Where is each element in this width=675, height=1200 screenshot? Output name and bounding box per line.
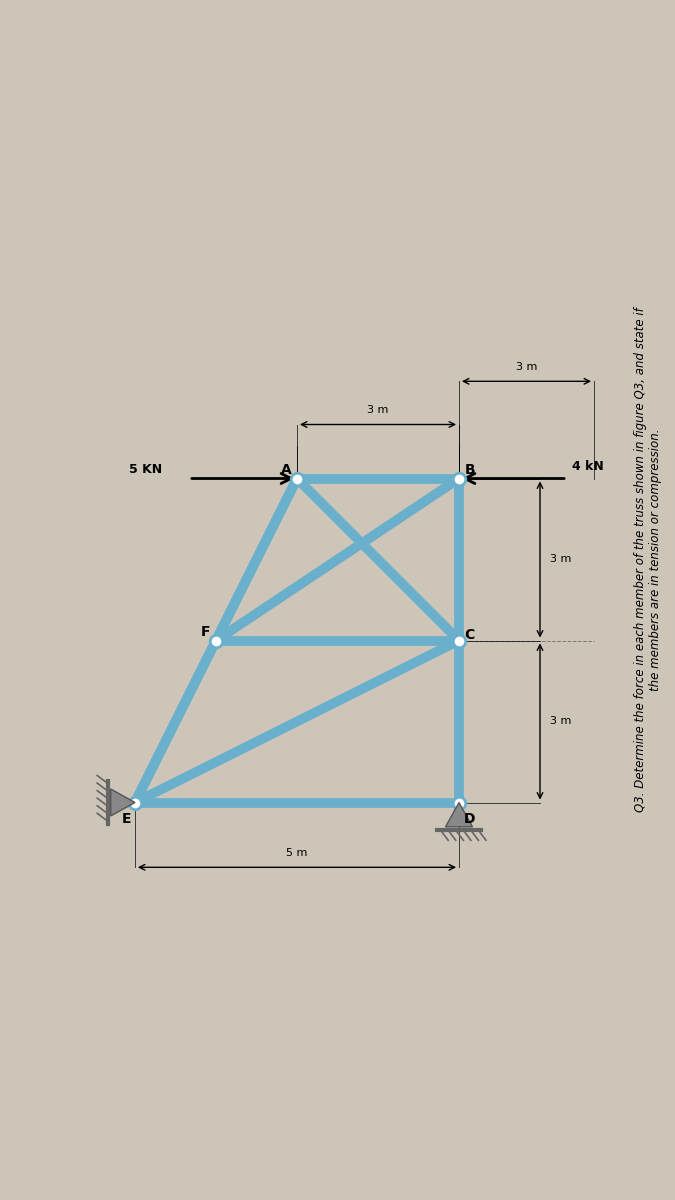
Text: E: E bbox=[122, 811, 132, 826]
Text: 4 kN: 4 kN bbox=[572, 460, 604, 473]
Text: D: D bbox=[464, 811, 476, 826]
Text: 3 m: 3 m bbox=[516, 361, 537, 372]
Text: Q3. Determine the force in each member of the truss shown in figure Q3, and stat: Q3. Determine the force in each member o… bbox=[634, 307, 662, 812]
Text: 3 m: 3 m bbox=[549, 716, 571, 726]
Text: 5 KN: 5 KN bbox=[129, 463, 162, 475]
Text: 3 m: 3 m bbox=[549, 554, 571, 564]
Text: B: B bbox=[464, 463, 475, 478]
Text: 3 m: 3 m bbox=[367, 404, 389, 415]
Text: F: F bbox=[200, 625, 210, 640]
Text: A: A bbox=[281, 463, 292, 478]
Text: C: C bbox=[464, 628, 475, 642]
Polygon shape bbox=[446, 803, 472, 827]
Polygon shape bbox=[111, 790, 135, 816]
Text: 5 m: 5 m bbox=[286, 847, 308, 858]
